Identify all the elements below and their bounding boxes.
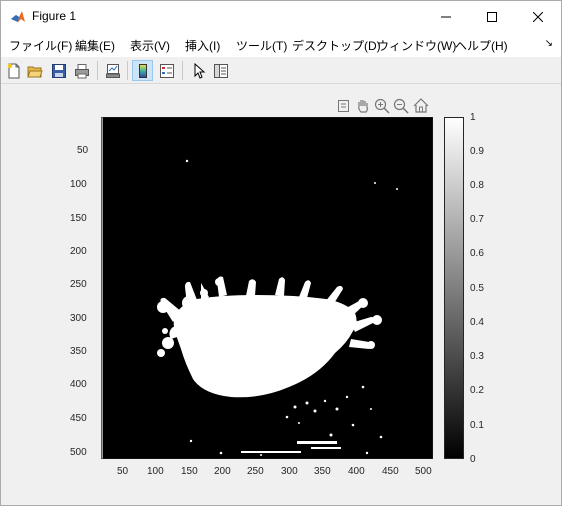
property-inspector-button[interactable] (210, 60, 231, 81)
x-tick-label: 50 (117, 466, 129, 477)
menu-tools[interactable]: ツール(T) (236, 39, 288, 53)
close-icon (533, 11, 543, 22)
menu-edit[interactable]: 編集(E) (75, 39, 115, 53)
y-tick-label: 150 (70, 213, 87, 224)
colorbar-tick-label: 0.8 (470, 180, 484, 191)
menu-help[interactable]: ヘルプ(H) (455, 39, 508, 53)
x-tick-label: 500 (415, 466, 432, 477)
x-tick-label: 450 (382, 466, 399, 477)
menu-view[interactable]: 表示(V) (130, 39, 170, 53)
new-figure-button[interactable] (3, 60, 24, 81)
zoom-in-icon[interactable] (373, 97, 391, 115)
print-icon (74, 63, 89, 78)
colorbar-tick-label: 0.2 (470, 385, 484, 396)
property-inspector-icon (213, 63, 228, 78)
colorbar-tick-label: 0.1 (470, 420, 484, 431)
y-tick-label: 450 (70, 413, 87, 424)
minimize-icon (441, 16, 451, 17)
colorbar-tick-label: 0.7 (470, 214, 484, 225)
y-tick-label: 200 (70, 246, 87, 257)
close-button[interactable] (515, 1, 561, 32)
insert-legend-button[interactable] (156, 60, 177, 81)
title-bar: Figure 1 (1, 1, 561, 32)
y-tick-label: 500 (70, 447, 87, 458)
x-tick-label: 200 (214, 466, 231, 477)
y-tick-label: 100 (70, 179, 87, 190)
link-plot-icon (105, 63, 120, 78)
insert-colorbar-icon (138, 63, 147, 78)
toolbar-separator (127, 61, 128, 80)
print-button[interactable] (71, 60, 92, 81)
maximize-button[interactable] (469, 1, 515, 32)
colorbar[interactable] (444, 117, 464, 459)
window-title: Figure 1 (32, 9, 77, 23)
menu-bar: ファイル(F) 編集(E) 表示(V) 挿入(I) ツール(T) デスクトップ(… (1, 32, 561, 57)
x-tick-label: 400 (348, 466, 365, 477)
image-background (101, 117, 433, 459)
export-icon[interactable] (335, 97, 353, 115)
maximize-icon (487, 11, 497, 22)
colorbar-tick-label: 0 (470, 454, 476, 465)
insert-colorbar-button[interactable] (132, 60, 153, 81)
y-tick-label: 250 (70, 279, 87, 290)
edit-plot-icon (194, 62, 205, 79)
colorbar-gradient (444, 117, 464, 459)
image-axes (101, 117, 433, 459)
splash-shape (157, 159, 398, 456)
menu-insert[interactable]: 挿入(I) (185, 39, 221, 53)
pan-icon[interactable] (354, 97, 372, 115)
figure-toolbar (1, 57, 561, 84)
y-tick-label: 300 (70, 313, 87, 324)
x-tick-label: 300 (281, 466, 298, 477)
menu-window[interactable]: ウィンドウ(W) (377, 39, 457, 53)
toolbar-separator (182, 61, 183, 80)
toolbar-separator (97, 61, 98, 80)
edit-plot-button[interactable] (188, 60, 209, 81)
zoom-out-icon[interactable] (392, 97, 410, 115)
insert-legend-icon (159, 63, 174, 78)
left-edge-noise (101, 117, 103, 459)
x-tick-label: 100 (147, 466, 164, 477)
y-tick-label: 50 (77, 145, 89, 156)
save-icon (51, 63, 66, 78)
x-tick-label: 250 (247, 466, 264, 477)
y-tick-label: 350 (70, 346, 87, 357)
open-file-button[interactable] (24, 60, 45, 81)
colorbar-tick-label: 1 (470, 112, 476, 123)
x-tick-label: 350 (314, 466, 331, 477)
colorbar-tick-label: 0.6 (470, 248, 484, 259)
save-button[interactable] (48, 60, 69, 81)
colorbar-tick-label: 0.3 (470, 351, 484, 362)
home-icon[interactable] (412, 97, 430, 115)
open-file-icon (26, 66, 43, 77)
x-tick-label: 150 (181, 466, 198, 477)
y-tick-label: 400 (70, 379, 87, 390)
colorbar-tick-label: 0.9 (470, 146, 484, 157)
minimize-button[interactable] (423, 1, 469, 32)
menu-file[interactable]: ファイル(F) (9, 39, 73, 53)
new-figure-icon (7, 63, 19, 78)
matlab-logo-icon (11, 11, 25, 22)
colorbar-tick-label: 0.4 (470, 317, 484, 328)
dock-arrow-icon[interactable]: ↘ (544, 38, 553, 49)
link-plot-button[interactable] (102, 60, 123, 81)
menu-desktop[interactable]: デスクトップ(D) (292, 39, 381, 53)
colorbar-tick-label: 0.5 (470, 283, 484, 294)
